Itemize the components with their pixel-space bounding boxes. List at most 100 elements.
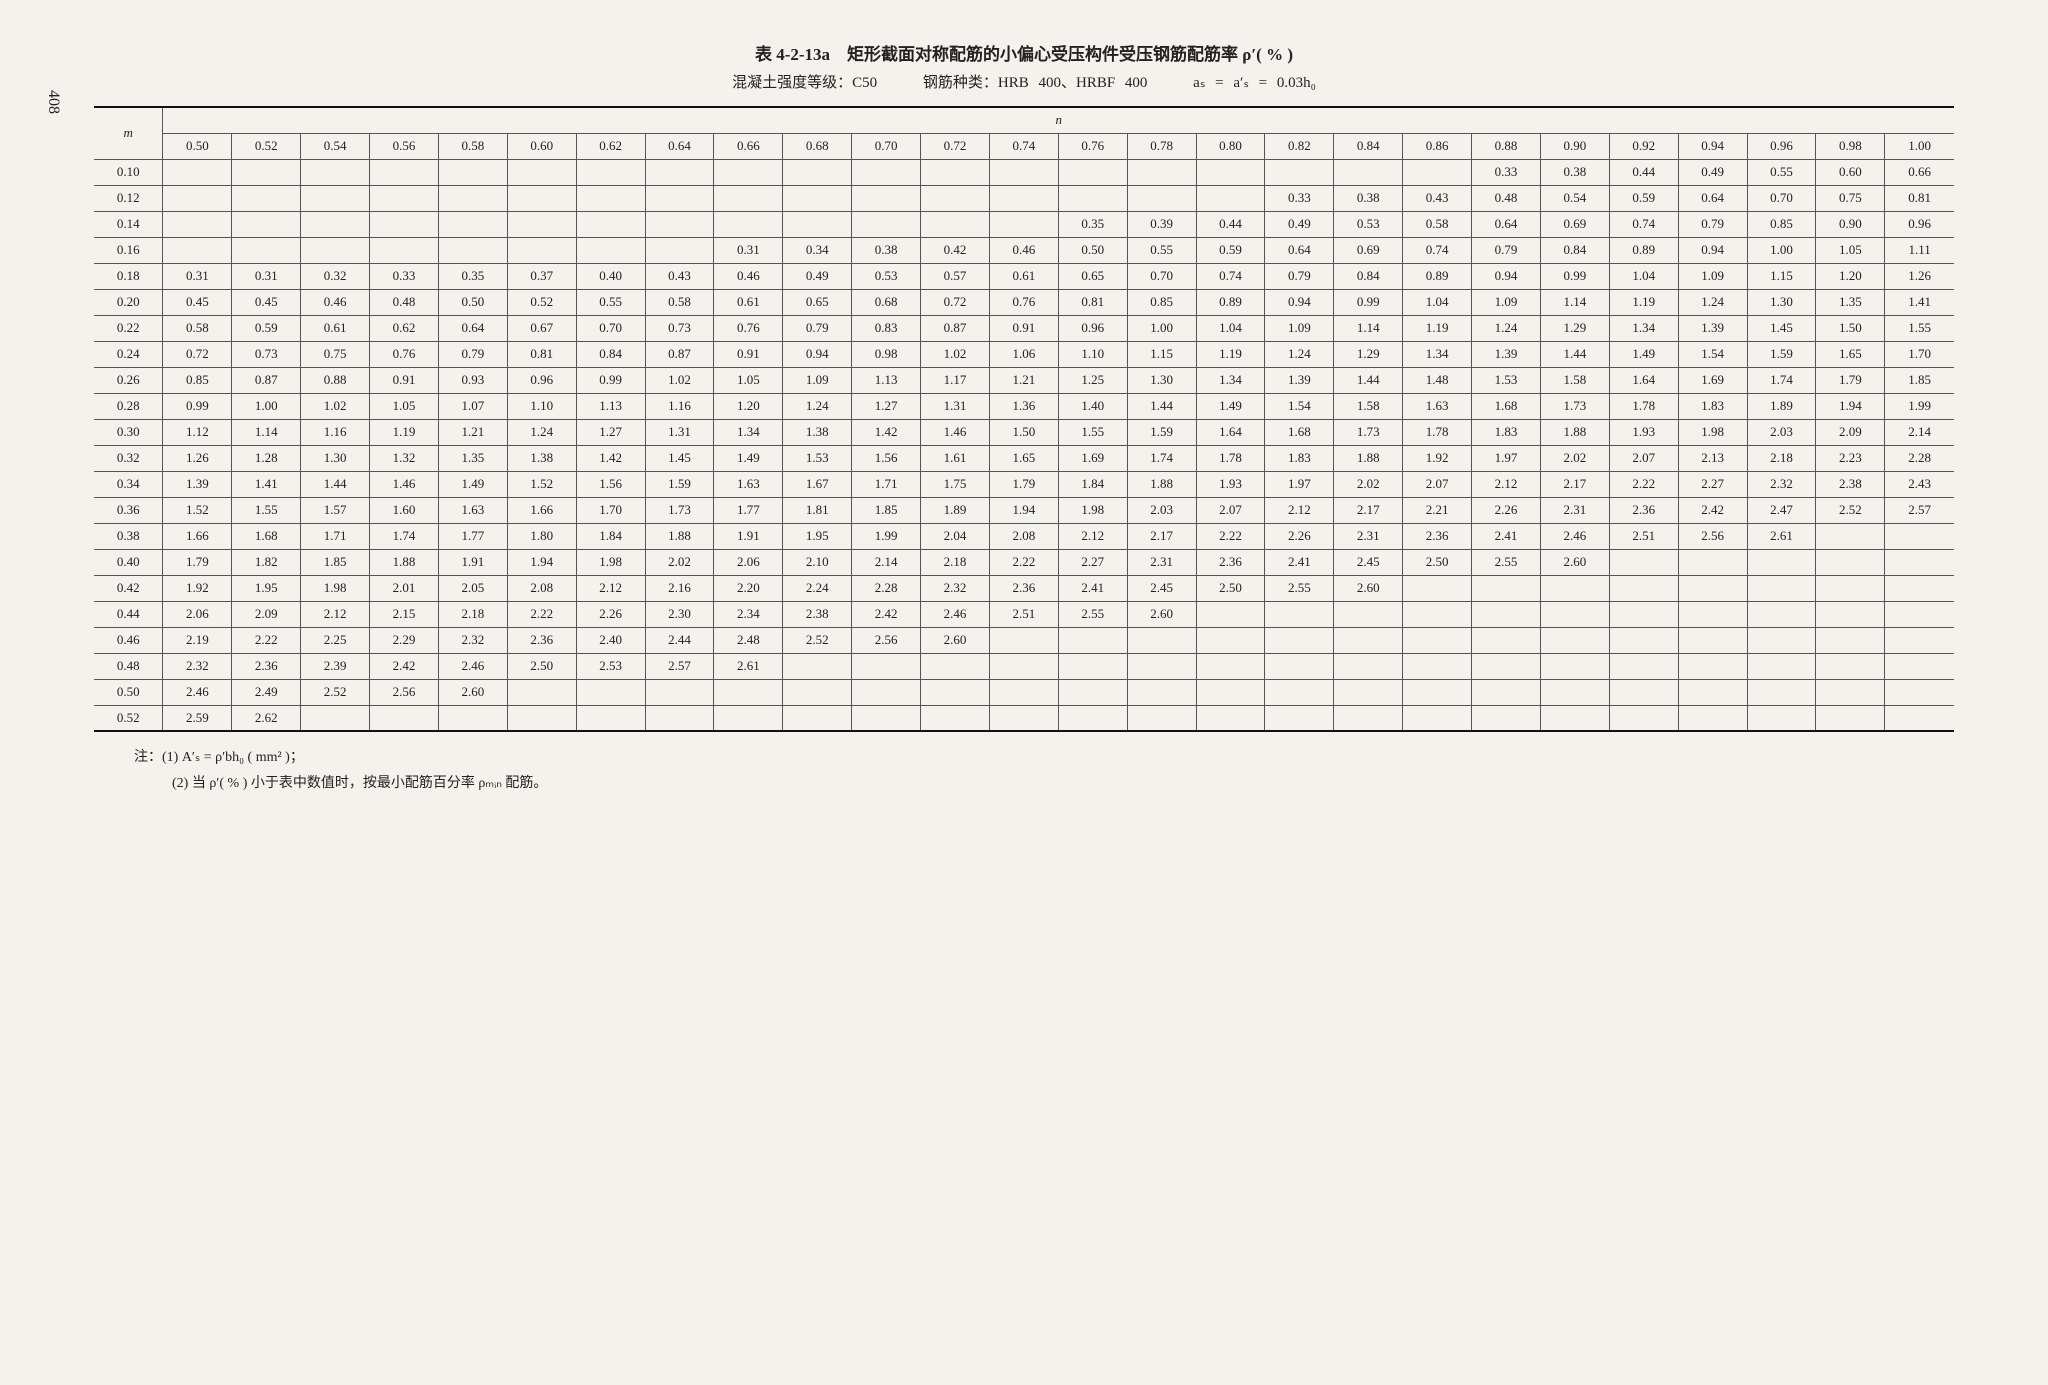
cell: 0.72 <box>163 341 232 367</box>
cell: 1.75 <box>921 471 990 497</box>
cell: 0.91 <box>370 367 439 393</box>
cell <box>1747 549 1816 575</box>
cell: 1.15 <box>1747 263 1816 289</box>
cell: 1.97 <box>1472 445 1541 471</box>
cell <box>1196 185 1265 211</box>
cell <box>989 185 1058 211</box>
cell: 0.61 <box>989 263 1058 289</box>
cell: 2.57 <box>645 653 714 679</box>
cell: 2.09 <box>1816 419 1885 445</box>
cell: 1.24 <box>1678 289 1747 315</box>
cell <box>852 679 921 705</box>
cell <box>852 653 921 679</box>
cell: 1.49 <box>1196 393 1265 419</box>
cell: 1.71 <box>852 471 921 497</box>
cell <box>1472 601 1541 627</box>
cell <box>301 185 370 211</box>
cell: 1.99 <box>1885 393 1954 419</box>
cell <box>1609 549 1678 575</box>
cell <box>438 185 507 211</box>
subtitle-rebar: 钢筋种类：HRB 400、HRBF 400 <box>923 75 1148 91</box>
cell <box>1058 627 1127 653</box>
cell: 1.55 <box>1058 419 1127 445</box>
cell: 0.73 <box>645 315 714 341</box>
cell: 1.91 <box>714 523 783 549</box>
cell: 1.49 <box>1609 341 1678 367</box>
cell: 2.42 <box>1678 497 1747 523</box>
cell: 1.92 <box>1403 445 1472 471</box>
cell: 0.58 <box>1403 211 1472 237</box>
cell: 1.74 <box>1747 367 1816 393</box>
cell: 0.50 <box>1058 237 1127 263</box>
cell: 2.20 <box>714 575 783 601</box>
m-value: 0.16 <box>94 237 163 263</box>
n-value: 0.70 <box>852 133 921 159</box>
cell: 2.22 <box>507 601 576 627</box>
m-value: 0.48 <box>94 653 163 679</box>
cell <box>438 237 507 263</box>
cell <box>1127 185 1196 211</box>
cell: 1.59 <box>1747 341 1816 367</box>
cell: 2.12 <box>301 601 370 627</box>
cell: 1.19 <box>370 419 439 445</box>
cell <box>1196 653 1265 679</box>
cell: 0.70 <box>1747 185 1816 211</box>
cell <box>1472 627 1541 653</box>
cell: 1.85 <box>301 549 370 575</box>
cell: 2.57 <box>1885 497 1954 523</box>
cell: 2.22 <box>1196 523 1265 549</box>
cell <box>301 705 370 731</box>
cell: 0.94 <box>1472 263 1541 289</box>
cell: 0.58 <box>645 289 714 315</box>
cell: 1.59 <box>1127 419 1196 445</box>
cell: 0.87 <box>921 315 990 341</box>
cell: 1.66 <box>507 497 576 523</box>
cell: 2.28 <box>1885 445 1954 471</box>
cell: 1.98 <box>1058 497 1127 523</box>
cell: 1.57 <box>301 497 370 523</box>
cell <box>576 159 645 185</box>
cell <box>1265 627 1334 653</box>
cell: 1.94 <box>1816 393 1885 419</box>
cell: 2.27 <box>1058 549 1127 575</box>
cell <box>301 237 370 263</box>
cell <box>507 705 576 731</box>
n-value: 0.60 <box>507 133 576 159</box>
cell: 0.84 <box>1334 263 1403 289</box>
cell: 0.54 <box>1540 185 1609 211</box>
cell: 1.16 <box>645 393 714 419</box>
cell: 0.88 <box>301 367 370 393</box>
subtitle-formula: aₛ = a′ₛ = 0.03h₀ <box>1193 75 1316 91</box>
cell: 1.50 <box>1816 315 1885 341</box>
cell <box>1127 705 1196 731</box>
cell: 0.94 <box>1678 237 1747 263</box>
cell: 1.98 <box>301 575 370 601</box>
cell: 0.74 <box>1403 237 1472 263</box>
cell: 2.53 <box>576 653 645 679</box>
cell: 2.07 <box>1609 445 1678 471</box>
cell: 2.42 <box>852 601 921 627</box>
m-value: 0.18 <box>94 263 163 289</box>
cell: 2.05 <box>438 575 507 601</box>
cell <box>576 237 645 263</box>
cell <box>1403 679 1472 705</box>
cell <box>989 159 1058 185</box>
n-value: 0.86 <box>1403 133 1472 159</box>
cell: 2.07 <box>1196 497 1265 523</box>
cell <box>989 211 1058 237</box>
cell: 0.98 <box>852 341 921 367</box>
cell: 2.03 <box>1747 419 1816 445</box>
cell: 2.24 <box>783 575 852 601</box>
cell: 1.41 <box>232 471 301 497</box>
cell <box>1885 575 1954 601</box>
n-value: 0.94 <box>1678 133 1747 159</box>
cell: 0.76 <box>370 341 439 367</box>
cell <box>1472 705 1541 731</box>
m-value: 0.30 <box>94 419 163 445</box>
cell: 1.95 <box>232 575 301 601</box>
cell: 1.10 <box>507 393 576 419</box>
cell: 0.40 <box>576 263 645 289</box>
cell <box>1747 601 1816 627</box>
cell: 1.54 <box>1678 341 1747 367</box>
cell <box>1334 679 1403 705</box>
